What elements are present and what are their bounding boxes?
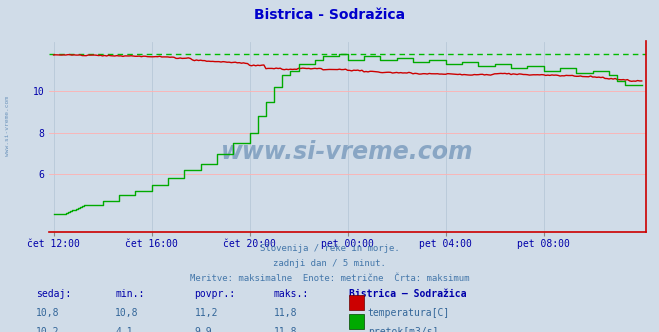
Text: 10,8: 10,8 (115, 308, 139, 318)
Text: povpr.:: povpr.: (194, 289, 235, 299)
Text: zadnji dan / 5 minut.: zadnji dan / 5 minut. (273, 259, 386, 268)
Text: Meritve: maksimalne  Enote: metrične  Črta: maksimum: Meritve: maksimalne Enote: metrične Črta… (190, 274, 469, 283)
Text: 9,9: 9,9 (194, 327, 212, 332)
Text: maks.:: maks.: (273, 289, 308, 299)
Text: 11,8: 11,8 (273, 327, 297, 332)
Text: sedaj:: sedaj: (36, 289, 71, 299)
Text: Bistrica - Sodražica: Bistrica - Sodražica (254, 8, 405, 22)
Text: www.si-vreme.com: www.si-vreme.com (221, 140, 474, 164)
Text: 11,2: 11,2 (194, 308, 218, 318)
Text: www.si-vreme.com: www.si-vreme.com (5, 96, 11, 156)
Text: Bistrica – Sodražica: Bistrica – Sodražica (349, 289, 467, 299)
Text: temperatura[C]: temperatura[C] (368, 308, 450, 318)
Text: 4,1: 4,1 (115, 327, 133, 332)
Text: Slovenija / reke in morje.: Slovenija / reke in morje. (260, 244, 399, 253)
Text: 11,8: 11,8 (273, 308, 297, 318)
Text: 10,2: 10,2 (36, 327, 60, 332)
Text: pretok[m3/s]: pretok[m3/s] (368, 327, 438, 332)
Text: 10,8: 10,8 (36, 308, 60, 318)
Text: min.:: min.: (115, 289, 145, 299)
